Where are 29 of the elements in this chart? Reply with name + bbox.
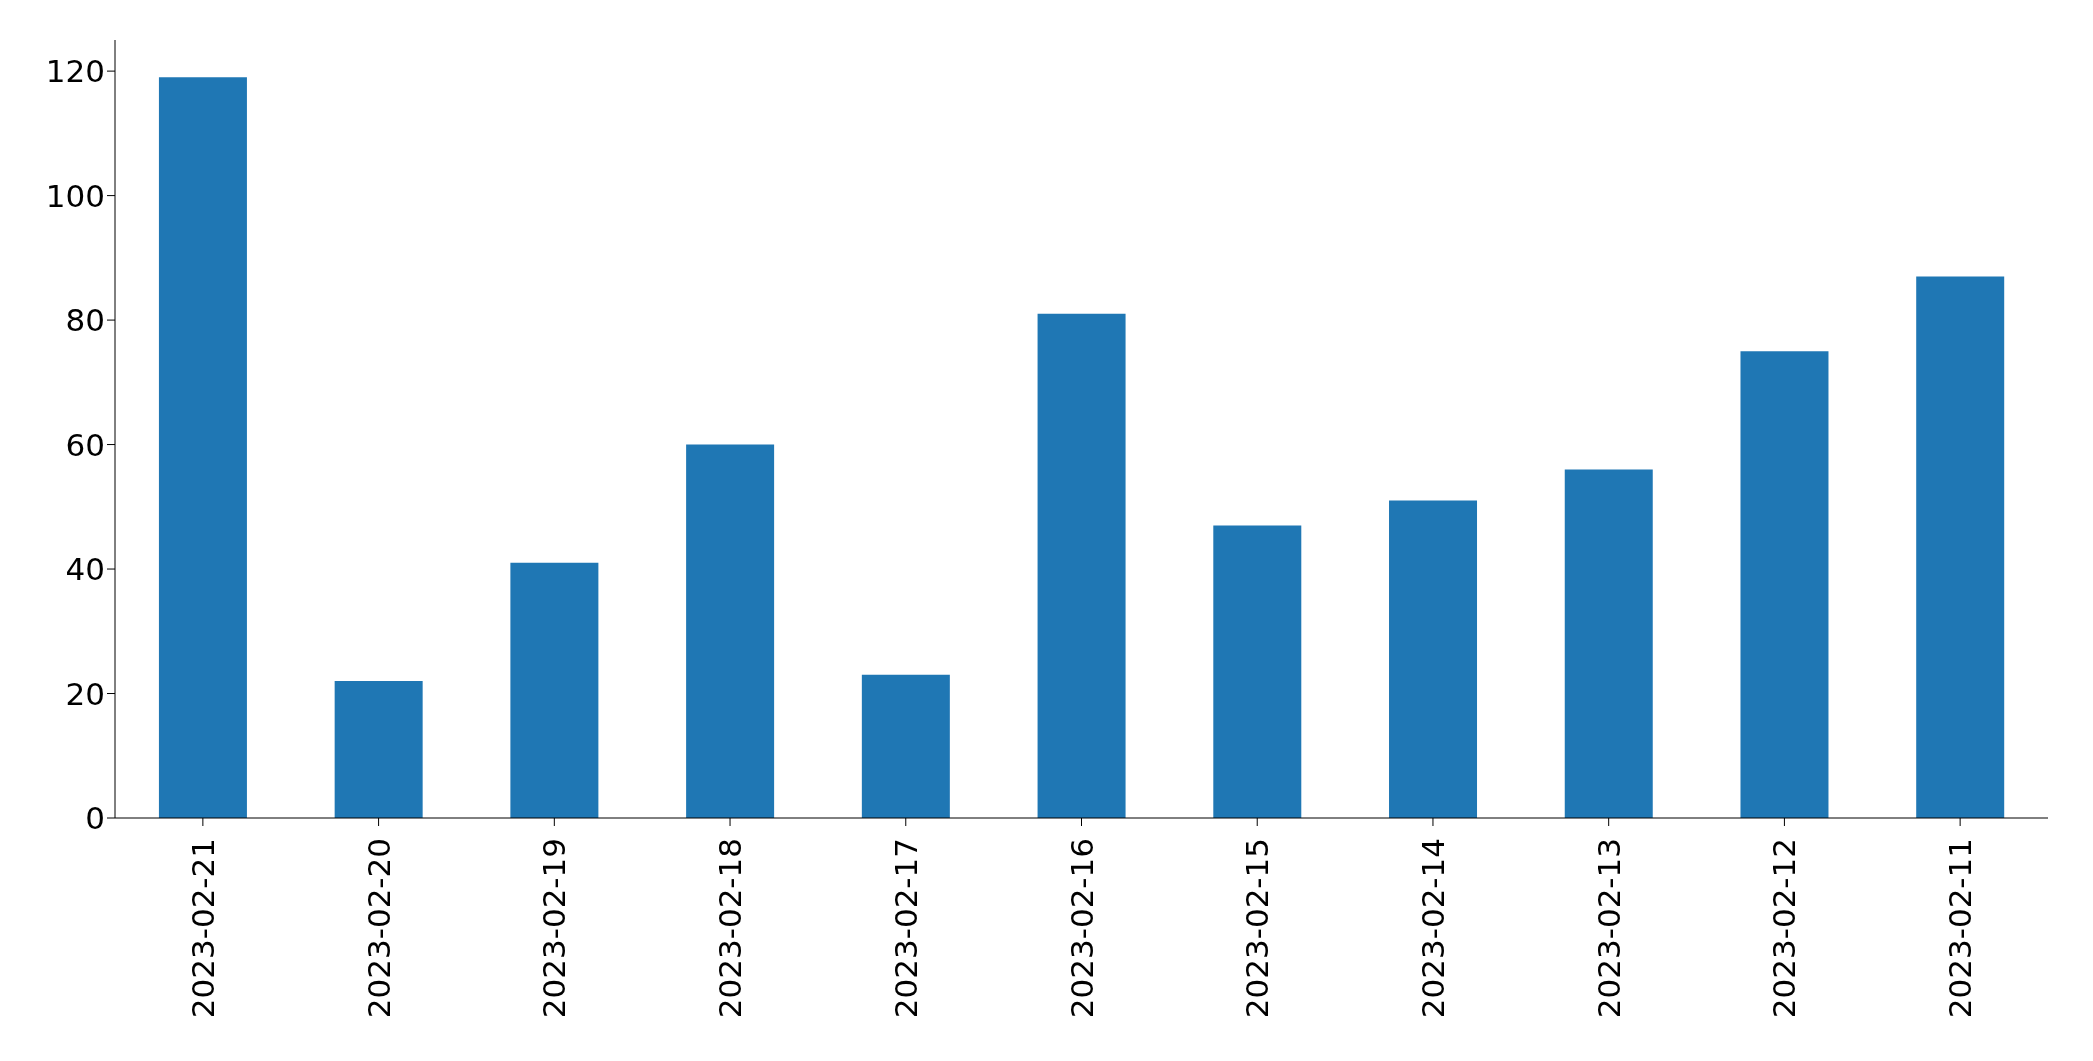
bar	[1213, 525, 1302, 818]
x-tick-label: 2023-02-15	[1239, 838, 1276, 1019]
x-tick-label: 2023-02-12	[1766, 838, 1803, 1019]
x-tick-label: 2023-02-18	[712, 838, 749, 1019]
y-tick-label: 60	[65, 426, 105, 463]
bar	[1389, 500, 1478, 818]
bar	[1037, 313, 1126, 818]
y-tick-label: 0	[85, 800, 105, 837]
bar	[1916, 276, 2005, 818]
bar	[861, 674, 950, 818]
x-tick-label: 2023-02-13	[1590, 838, 1627, 1019]
y-tick-label: 40	[65, 551, 105, 588]
bar	[334, 681, 423, 818]
x-tick-label: 2023-02-21	[184, 838, 221, 1019]
bar	[686, 444, 775, 818]
y-tick-label: 20	[65, 675, 105, 712]
x-tick-label: 2023-02-16	[1063, 838, 1100, 1019]
bar	[158, 77, 247, 818]
y-tick-label: 120	[45, 53, 105, 90]
x-tick-label: 2023-02-20	[360, 838, 397, 1019]
bar	[510, 562, 599, 818]
bar	[1740, 351, 1829, 818]
x-tick-label: 2023-02-14	[1414, 838, 1451, 1019]
x-tick-label: 2023-02-11	[1942, 838, 1979, 1019]
y-tick-label: 100	[45, 177, 105, 214]
x-tick-label: 2023-02-19	[536, 838, 573, 1019]
x-tick-label: 2023-02-17	[887, 838, 924, 1019]
y-tick-label: 80	[65, 302, 105, 339]
bar	[1564, 469, 1653, 818]
